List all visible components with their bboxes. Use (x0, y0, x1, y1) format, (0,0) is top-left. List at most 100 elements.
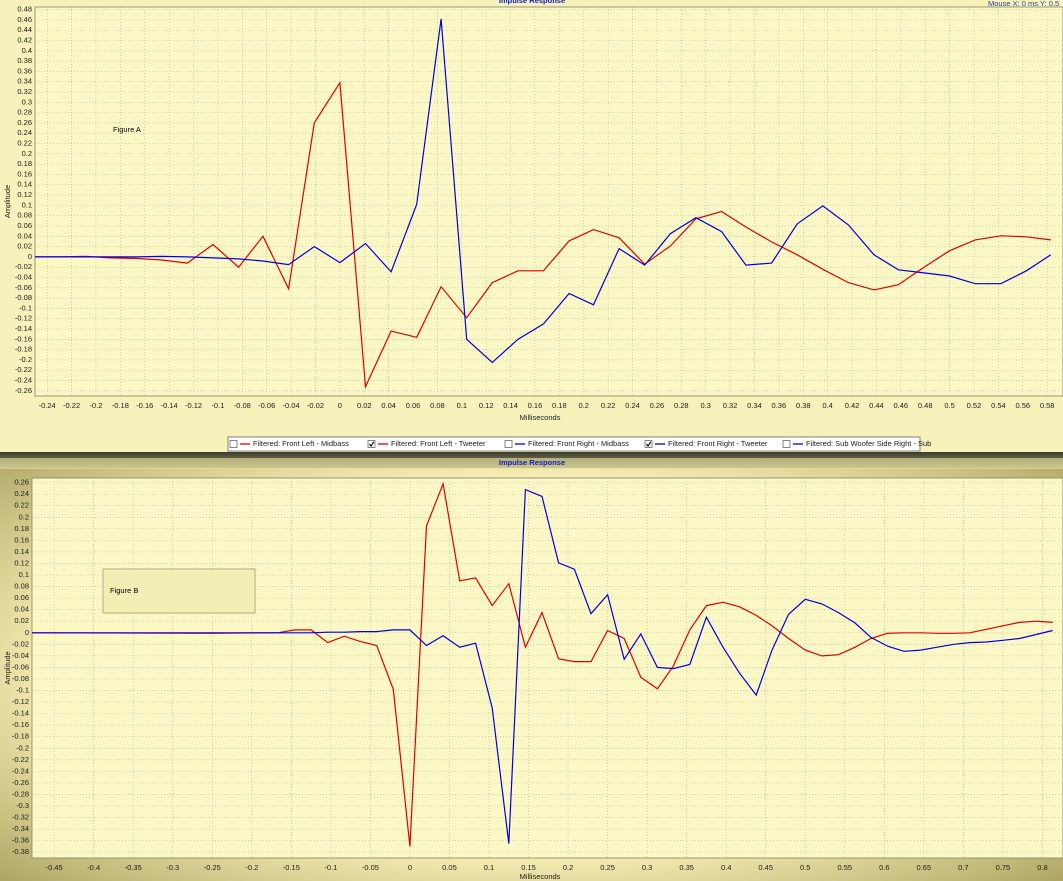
x-tick-label: -0.4 (87, 863, 100, 872)
y-tick-label: -0.04 (12, 651, 29, 660)
plot-area (31, 477, 1063, 859)
x-tick-label: 0.25 (600, 863, 615, 872)
y-tick-label: 0.42 (17, 35, 32, 44)
y-tick-label: 0.2 (19, 512, 29, 521)
legend-label: Filtered: Sub Woofer Side Right - Sub (806, 439, 931, 448)
y-tick-label: -0.36 (12, 836, 29, 845)
x-tick-label: 0.35 (679, 863, 694, 872)
figure-annotation: Figure B (110, 586, 138, 595)
y-tick-label: -0.34 (12, 824, 29, 833)
legend-check (369, 441, 375, 447)
legend-checkbox[interactable] (504, 440, 513, 448)
chart-title: Impulse Response (499, 0, 565, 5)
x-tick-label: 0.54 (991, 401, 1006, 410)
legend-checkbox[interactable] (782, 440, 791, 448)
annotation-box (102, 568, 256, 614)
x-tick-label: 0.26 (650, 401, 665, 410)
y-tick-label: 0.18 (17, 159, 32, 168)
y-tick-label: -0.02 (15, 262, 32, 271)
y-tick-label: -0.18 (15, 345, 32, 354)
y-tick-label: -0.18 (12, 732, 29, 741)
y-tick-label: 0.3 (22, 97, 32, 106)
y-tick-label: -0.26 (12, 778, 29, 787)
y-tick-label: 0.32 (17, 87, 32, 96)
x-tick-label: 0.28 (674, 401, 689, 410)
y-tick-label: 0.22 (17, 139, 32, 148)
x-tick-label: 0.42 (845, 401, 860, 410)
y-tick-label: 0.48 (17, 5, 32, 14)
x-tick-label: -0.04 (283, 401, 300, 410)
x-tick-label: 0.06 (406, 401, 421, 410)
y-tick-label: -0.2 (19, 355, 32, 364)
y-tick-label: -0.26 (15, 386, 32, 395)
x-tick-label: 0 (338, 401, 342, 410)
x-tick-label: -0.02 (307, 401, 324, 410)
x-tick-label: 0.18 (552, 401, 567, 410)
x-tick-label: 0.3 (700, 401, 710, 410)
y-axis-label: Amplitude (3, 185, 12, 218)
y-tick-label: -0.3 (16, 801, 29, 810)
legend-label: Filtered: Front Left - Midbass (253, 439, 349, 448)
y-tick-label: 0.08 (14, 582, 29, 591)
legend-label: Filtered: Front Right - Tweeter (668, 439, 768, 448)
x-axis-label: Milliseconds (520, 872, 561, 881)
y-tick-label: 0.38 (17, 56, 32, 65)
y-tick-label: -0.04 (15, 272, 32, 281)
x-tick-label: -0.22 (63, 401, 80, 410)
y-tick-label: 0.08 (17, 211, 32, 220)
y-tick-label: 0.22 (14, 501, 29, 510)
y-tick-label: 0 (25, 628, 29, 637)
y-tick-label: 0.12 (17, 190, 32, 199)
y-tick-label: -0.38 (12, 847, 29, 856)
x-tick-label: 0.46 (894, 401, 909, 410)
x-tick-label: 0.38 (796, 401, 811, 410)
x-tick-label: 0.52 (967, 401, 982, 410)
x-tick-label: 0.02 (357, 401, 372, 410)
x-tick-label: 0.24 (625, 401, 640, 410)
chart-title: Impulse Response (499, 458, 565, 467)
x-tick-label: 0.1 (484, 863, 494, 872)
legend-checkbox[interactable] (367, 440, 376, 448)
plot-area (34, 6, 1063, 397)
y-tick-label: 0.14 (14, 547, 29, 556)
y-tick-label: -0.06 (12, 662, 29, 671)
y-tick-label: -0.22 (12, 755, 29, 764)
y-tick-label: 0.06 (14, 593, 29, 602)
y-tick-label: 0.2 (22, 149, 32, 158)
y-tick-label: 0.26 (14, 478, 29, 487)
legend-label: Filtered: Front Left - Tweeter (391, 439, 486, 448)
y-tick-label: -0.16 (15, 334, 32, 343)
x-tick-label: -0.12 (185, 401, 202, 410)
x-tick-label: 0.8 (1037, 863, 1047, 872)
y-tick-label: 0.26 (17, 118, 32, 127)
x-tick-label: 0.32 (723, 401, 738, 410)
y-tick-label: -0.1 (16, 686, 29, 695)
x-tick-label: 0.7 (958, 863, 968, 872)
x-tick-label: 0.05 (442, 863, 457, 872)
x-tick-label: -0.05 (362, 863, 379, 872)
x-tick-label: 0.22 (601, 401, 616, 410)
x-tick-label: 0.15 (521, 863, 536, 872)
y-tick-label: 0.16 (14, 535, 29, 544)
legend-checkbox[interactable] (644, 440, 653, 448)
y-tick-label: 0.1 (22, 200, 32, 209)
x-tick-label: -0.45 (46, 863, 63, 872)
y-tick-label: -0.14 (15, 324, 32, 333)
y-tick-label: 0 (28, 252, 32, 261)
y-axis-label: Amplitude (3, 651, 12, 684)
y-tick-label: 0.06 (17, 221, 32, 230)
y-tick-label: -0.08 (15, 293, 32, 302)
figure-annotation: Figure A (113, 125, 141, 134)
y-tick-label: 0.02 (17, 242, 32, 251)
mouse-readout: Mouse X: 0 ms Y: 0.5 (988, 0, 1059, 8)
x-tick-label: 0.14 (503, 401, 518, 410)
x-tick-label: 0 (408, 863, 412, 872)
legend-checkbox[interactable] (229, 440, 238, 448)
x-tick-label: 0.36 (772, 401, 787, 410)
x-axis-label: Milliseconds (520, 413, 561, 422)
x-tick-label: -0.2 (245, 863, 258, 872)
x-tick-label: 0.4 (721, 863, 731, 872)
x-tick-label: 0.04 (381, 401, 396, 410)
y-tick-label: 0.1 (19, 570, 29, 579)
